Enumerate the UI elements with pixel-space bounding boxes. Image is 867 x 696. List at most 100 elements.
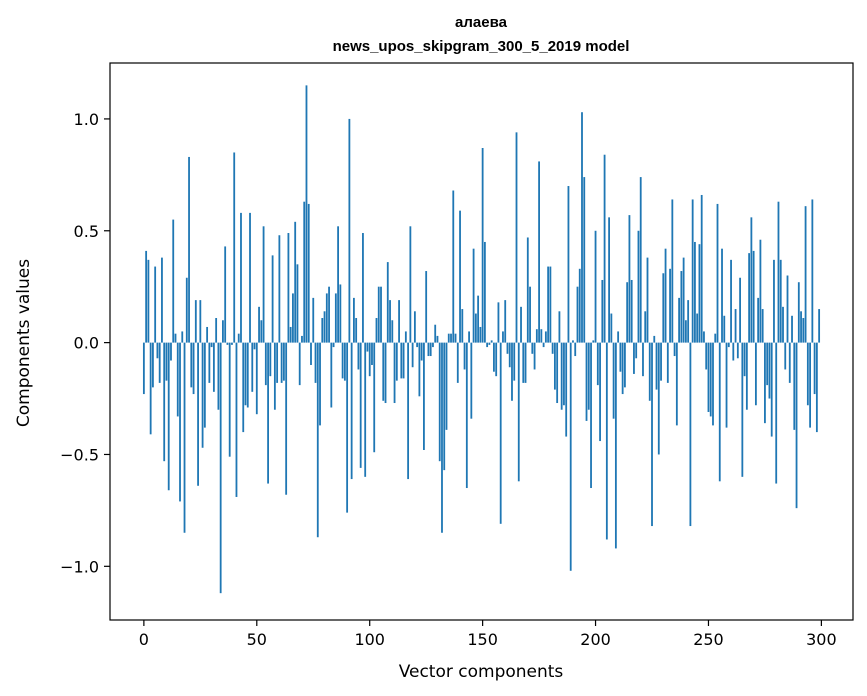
bar xyxy=(400,342,403,379)
bar xyxy=(152,342,154,388)
y-tick-label: 0.5 xyxy=(74,222,99,241)
bar xyxy=(684,320,687,343)
bar xyxy=(764,342,766,424)
bar xyxy=(553,342,556,390)
bar xyxy=(698,244,701,343)
bar xyxy=(334,293,337,343)
bar xyxy=(206,326,209,343)
bar xyxy=(716,203,719,343)
bar xyxy=(371,342,373,365)
bar xyxy=(167,342,170,491)
bar xyxy=(666,342,669,383)
x-tick-label: 0 xyxy=(139,630,149,649)
bar xyxy=(382,342,385,401)
bar xyxy=(231,342,233,345)
bar xyxy=(240,212,242,343)
bar xyxy=(244,342,247,406)
bar xyxy=(199,300,202,343)
bar xyxy=(233,152,236,343)
bar xyxy=(511,342,513,401)
bar xyxy=(176,342,179,417)
bar xyxy=(556,342,559,404)
bar xyxy=(651,342,653,527)
bar xyxy=(353,297,355,343)
bar xyxy=(513,342,516,381)
bar xyxy=(508,342,511,368)
bar xyxy=(637,230,640,343)
bar xyxy=(714,333,717,343)
bar xyxy=(325,293,328,343)
bar xyxy=(709,342,712,417)
bar xyxy=(364,342,367,477)
bar xyxy=(596,342,599,386)
bar xyxy=(407,342,410,480)
bar xyxy=(172,219,175,343)
bar xyxy=(773,259,775,343)
bar xyxy=(228,342,231,457)
bar xyxy=(413,311,416,343)
bar xyxy=(443,342,446,471)
bar xyxy=(429,342,432,357)
bar xyxy=(289,326,292,343)
bar xyxy=(355,318,358,343)
bar xyxy=(404,331,407,343)
bar xyxy=(646,257,649,343)
x-tick-label: 300 xyxy=(806,630,837,649)
bar xyxy=(474,313,477,343)
bar xyxy=(786,275,789,343)
bar xyxy=(630,279,633,343)
bar-series xyxy=(142,85,821,594)
bar xyxy=(154,266,157,343)
bar xyxy=(269,342,272,377)
bar xyxy=(332,342,335,348)
bar xyxy=(452,190,455,343)
bar xyxy=(793,342,796,430)
bar xyxy=(427,342,430,357)
x-tick-label: 250 xyxy=(693,630,724,649)
bar xyxy=(624,342,626,388)
bar xyxy=(339,284,342,343)
bar xyxy=(752,250,755,343)
bar xyxy=(565,342,568,437)
bar xyxy=(610,313,613,343)
bar xyxy=(454,333,457,343)
bar xyxy=(161,257,163,343)
bar xyxy=(535,329,538,343)
bar xyxy=(791,315,793,343)
bar xyxy=(628,215,631,343)
bar xyxy=(416,342,419,348)
bar xyxy=(569,342,572,571)
bar xyxy=(639,177,642,343)
bar xyxy=(766,342,769,386)
bar xyxy=(691,199,694,343)
bar xyxy=(479,326,482,343)
bar xyxy=(502,331,504,343)
bar xyxy=(777,201,780,343)
bar xyxy=(700,194,703,343)
x-tick-label: 200 xyxy=(580,630,611,649)
bar xyxy=(797,282,800,343)
bar xyxy=(436,335,439,343)
bar xyxy=(725,342,728,428)
bar xyxy=(314,342,317,383)
bar xyxy=(282,342,285,381)
bar xyxy=(188,156,190,343)
bar xyxy=(743,342,746,377)
bar xyxy=(499,342,502,524)
bar xyxy=(657,342,660,455)
bar xyxy=(483,241,486,343)
bar xyxy=(664,248,667,343)
bar xyxy=(276,342,279,383)
bar xyxy=(804,206,807,343)
bar xyxy=(712,342,714,426)
bar xyxy=(696,313,699,343)
bar xyxy=(619,342,622,372)
bar xyxy=(531,342,534,354)
bar xyxy=(614,342,617,549)
bar xyxy=(504,300,507,343)
bar xyxy=(488,342,491,345)
bar xyxy=(574,342,577,357)
bar xyxy=(648,342,651,401)
bar xyxy=(183,342,186,533)
bar xyxy=(303,201,306,343)
